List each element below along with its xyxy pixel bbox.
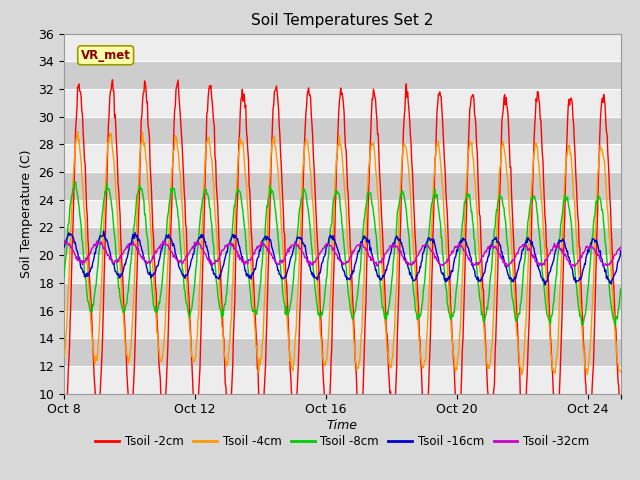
Bar: [64, 117, 621, 144]
Bar: [64, 255, 621, 283]
Bar: [64, 61, 621, 89]
Bar: [64, 366, 621, 394]
Bar: [64, 311, 621, 338]
Y-axis label: Soil Temperature (C): Soil Temperature (C): [20, 149, 33, 278]
Bar: [64, 172, 621, 200]
Bar: [64, 283, 621, 311]
Bar: [64, 338, 621, 366]
Title: Soil Temperatures Set 2: Soil Temperatures Set 2: [252, 13, 433, 28]
Bar: [64, 34, 621, 61]
X-axis label: Time: Time: [327, 419, 358, 432]
Text: VR_met: VR_met: [81, 49, 131, 62]
Legend: Tsoil -2cm, Tsoil -4cm, Tsoil -8cm, Tsoil -16cm, Tsoil -32cm: Tsoil -2cm, Tsoil -4cm, Tsoil -8cm, Tsoi…: [91, 430, 594, 453]
Bar: [64, 200, 621, 228]
Bar: [64, 89, 621, 117]
Bar: [64, 228, 621, 255]
Bar: [64, 144, 621, 172]
